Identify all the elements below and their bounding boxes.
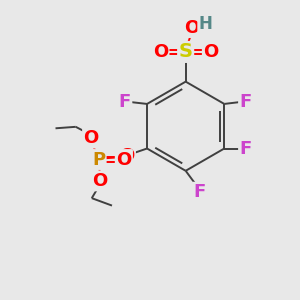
Text: F: F xyxy=(118,93,131,111)
Text: O: O xyxy=(84,129,99,147)
Text: O: O xyxy=(153,43,168,61)
Text: O: O xyxy=(203,43,219,61)
Text: F: F xyxy=(240,140,252,158)
Text: F: F xyxy=(193,183,205,201)
Text: O: O xyxy=(92,172,108,190)
Text: O: O xyxy=(116,151,131,169)
Text: O: O xyxy=(184,19,200,37)
Text: S: S xyxy=(179,42,193,62)
Text: P: P xyxy=(92,151,105,169)
Text: O: O xyxy=(119,147,134,165)
Text: F: F xyxy=(240,93,252,111)
Text: H: H xyxy=(199,15,212,33)
